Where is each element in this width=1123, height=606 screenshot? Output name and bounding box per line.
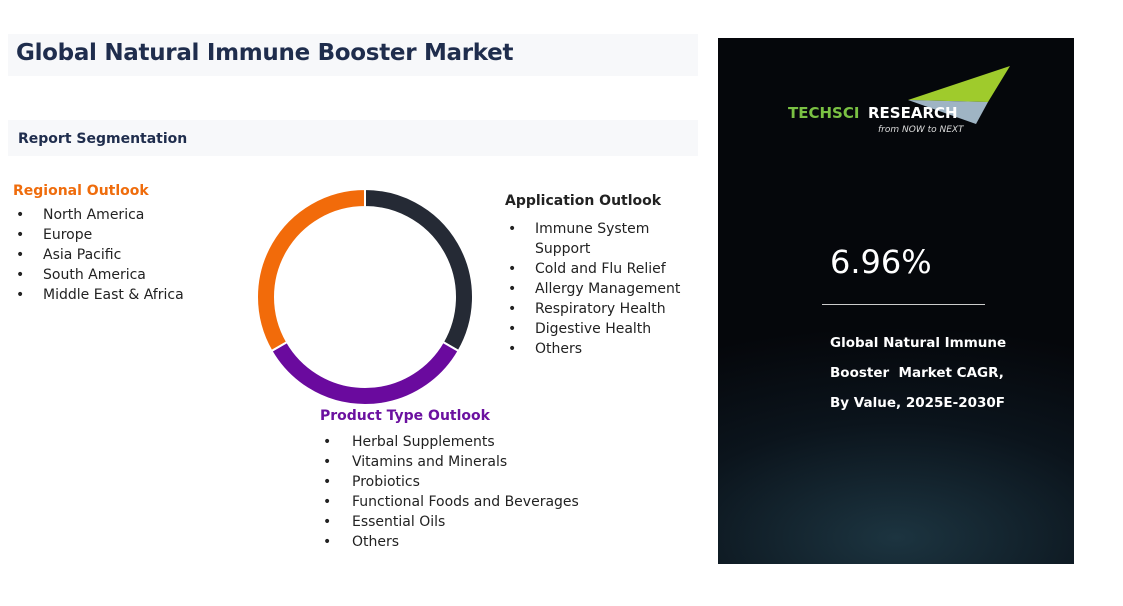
list-item: Allergy Management <box>505 279 685 299</box>
segmentation-donut <box>256 187 474 406</box>
application-title: Application Outlook <box>505 193 662 209</box>
techsci-logo: TECHSCI RESEARCH from NOW to NEXT <box>788 66 1010 135</box>
application-outlook: Application Outlook Immune System Suppor… <box>505 193 685 359</box>
list-item: Immune System Support <box>505 219 685 259</box>
product-title: Product Type Outlook <box>320 408 490 424</box>
list-item: Digestive Health <box>505 319 685 339</box>
list-item: Asia Pacific <box>13 245 184 265</box>
svg-text:TECHSCI: TECHSCI <box>788 104 859 122</box>
list-item: Vitamins and Minerals <box>320 452 579 472</box>
list-item: Others <box>505 339 685 359</box>
list-item: South America <box>13 265 184 285</box>
list-item: Cold and Flu Relief <box>505 259 685 279</box>
section-title: Report Segmentation <box>18 131 188 147</box>
cagr-description: Global Natural Immune Booster Market CAG… <box>830 335 1007 411</box>
title-bar <box>8 34 698 76</box>
list-item: Respiratory Health <box>505 299 685 319</box>
product-outlook: Product Type Outlook Herbal SupplementsV… <box>320 408 579 552</box>
list-item: Herbal Supplements <box>320 432 579 452</box>
divider <box>822 304 985 305</box>
list-item: Europe <box>13 225 184 245</box>
list-item: Middle East & Africa <box>13 285 184 305</box>
regional-outlook: Regional Outlook North AmericaEuropeAsia… <box>13 183 184 305</box>
donut-segment-2 <box>256 187 366 353</box>
svg-text:RESEARCH: RESEARCH <box>868 104 958 122</box>
list-item: Probiotics <box>320 472 579 492</box>
donut-segment-1 <box>270 340 460 406</box>
svg-text:from NOW to NEXT: from NOW to NEXT <box>878 125 965 135</box>
page-title: Global Natural Immune Booster Market <box>16 40 514 66</box>
bullet-list: North AmericaEuropeAsia PacificSouth Ame… <box>13 205 184 305</box>
list-item: Functional Foods and Beverages <box>320 492 579 512</box>
cagr-value: 6.96% <box>830 243 932 281</box>
list-item: Essential Oils <box>320 512 579 532</box>
bullet-list: Herbal SupplementsVitamins and MineralsP… <box>320 432 579 552</box>
list-item: Others <box>320 532 579 552</box>
bullet-list: Immune System SupportCold and Flu Relief… <box>505 219 685 359</box>
section-bar <box>8 120 698 156</box>
cagr-panel: TECHSCI RESEARCH from NOW to NEXT 6.96% … <box>718 38 1074 564</box>
regional-title: Regional Outlook <box>13 183 149 199</box>
list-item: North America <box>13 205 184 225</box>
donut-segment-0 <box>364 187 474 353</box>
